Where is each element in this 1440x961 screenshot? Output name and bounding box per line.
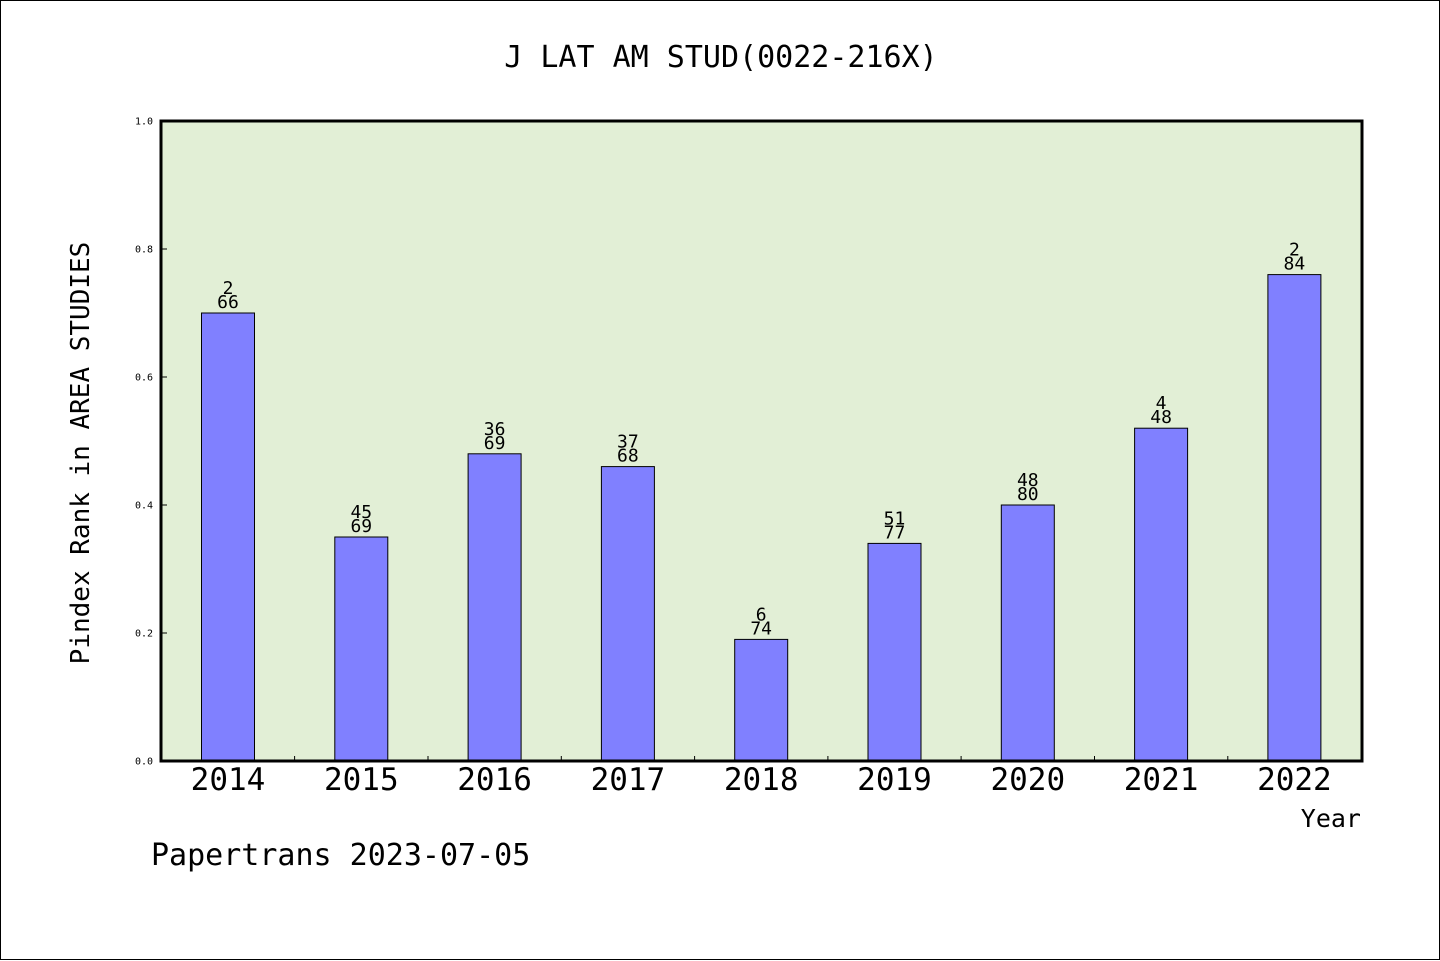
ticks-group: 2014 2015 2016 2017 2018 2019 2020 2021 2022 0.0 0… [135, 117, 1332, 799]
footer-text: Papertrans 2023-07-05 [151, 838, 530, 873]
bar-rank-label-2022: 2 [1289, 240, 1300, 261]
bar-rank-label-2018: 6 [756, 604, 767, 625]
y-tick-label: 0.4 [135, 501, 153, 512]
x-tick-label-2021: 2021 [1124, 762, 1199, 798]
y-axis-label: Pindex Rank in AREA STUDIES [66, 242, 96, 665]
x-tick-label-2019: 2019 [857, 762, 932, 798]
x-tick-label-2018: 2018 [724, 762, 799, 798]
bar-total-label-2019: 77 [884, 522, 906, 543]
y-tick-label: 0.6 [135, 373, 153, 384]
bar-rank-label-2017: 37 [617, 432, 639, 453]
bar-2017 [600, 466, 655, 762]
plot-border [159, 119, 1364, 763]
y-tick-label: 0.8 [135, 245, 153, 256]
x-tick-label-2014: 2014 [191, 762, 266, 798]
bar-rank-label-2019: 51 [884, 508, 906, 529]
x-tick-label-2016: 2016 [457, 762, 532, 798]
x-tick-label-2015: 2015 [324, 762, 399, 798]
bar-2015 [334, 536, 389, 762]
x-tick-label-2020: 2020 [990, 762, 1065, 798]
x-tick-label-2017: 2017 [591, 762, 666, 798]
x-tick-label-2022: 2022 [1257, 762, 1332, 798]
bar-total-label-2018: 74 [750, 618, 772, 639]
y-tick-label: 0.0 [135, 757, 153, 768]
bar-rank-label-2020: 48 [1017, 470, 1039, 491]
bar-2014 [201, 312, 255, 762]
bar-2020 [1000, 504, 1055, 762]
bar-rank-label-2015: 45 [350, 502, 372, 523]
bar-2019 [867, 542, 922, 762]
bar-total-label-2014: 66 [217, 292, 239, 313]
bar-rank-label-2016: 36 [484, 419, 506, 440]
y-tick-label: 0.2 [135, 629, 153, 640]
bar-total-label-2020: 80 [1017, 484, 1039, 505]
bar-total-label-2021: 48 [1150, 407, 1172, 428]
bar-total-label-2017: 68 [617, 446, 639, 467]
bar-2018 [734, 638, 789, 762]
bar-2022 [1267, 274, 1322, 762]
y-tick-label: 1.0 [135, 117, 153, 128]
bar-2016 [467, 453, 522, 762]
x-axis-label: Year [1301, 804, 1361, 833]
bar-rank-label-2021: 4 [1156, 393, 1167, 414]
chart-title: J LAT AM STUD(0022-216X) [504, 40, 937, 75]
bar-2021 [1134, 427, 1189, 762]
bar-total-label-2016: 69 [484, 433, 506, 454]
bar-total-label-2022: 84 [1284, 254, 1306, 275]
bar-rank-label-2014: 2 [223, 278, 234, 299]
bar-total-label-2015: 69 [350, 516, 372, 537]
